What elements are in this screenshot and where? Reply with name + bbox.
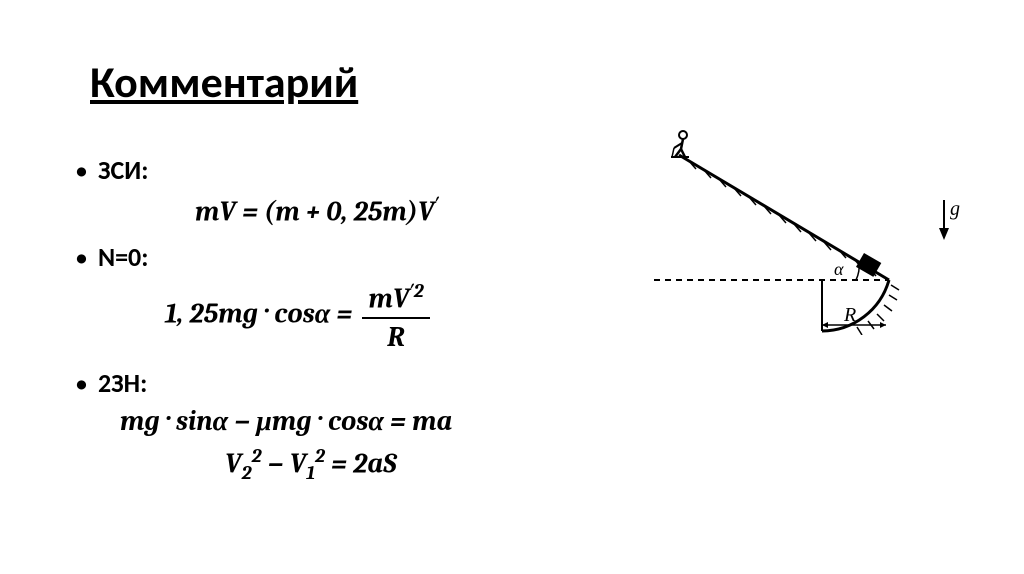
page-title: Комментарий <box>90 55 358 109</box>
equation-zsi: mV = (m + 0, 25m)V′ <box>195 192 615 227</box>
svg-text:g: g <box>950 198 960 220</box>
equation-2zn-b: V22 − V12 = 2aS <box>225 444 615 484</box>
equation-n0: 1, 25mg · cosα = mV′2R <box>165 279 615 352</box>
bullet-dot: • <box>75 154 88 186</box>
bullet-dot: • <box>75 367 88 399</box>
section-label: ЗСИ: <box>98 154 148 186</box>
equation-2zn-a: mg · sinα − μmg · cosα = ma <box>120 405 615 438</box>
svg-text:R: R <box>843 304 856 326</box>
section-n0: • N=0: <box>75 241 615 273</box>
section-label: N=0: <box>98 241 148 273</box>
bullet-dot: • <box>75 241 88 273</box>
section-zsi: • ЗСИ: <box>75 154 615 186</box>
svg-text:α: α <box>834 259 844 279</box>
physics-diagram: α R <box>634 125 974 335</box>
section-label: 2ЗН: <box>98 367 147 399</box>
equations-block: • ЗСИ: mV = (m + 0, 25m)V′ • N=0: 1, 25m… <box>75 150 615 484</box>
section-2zn: • 2ЗН: <box>75 367 615 399</box>
